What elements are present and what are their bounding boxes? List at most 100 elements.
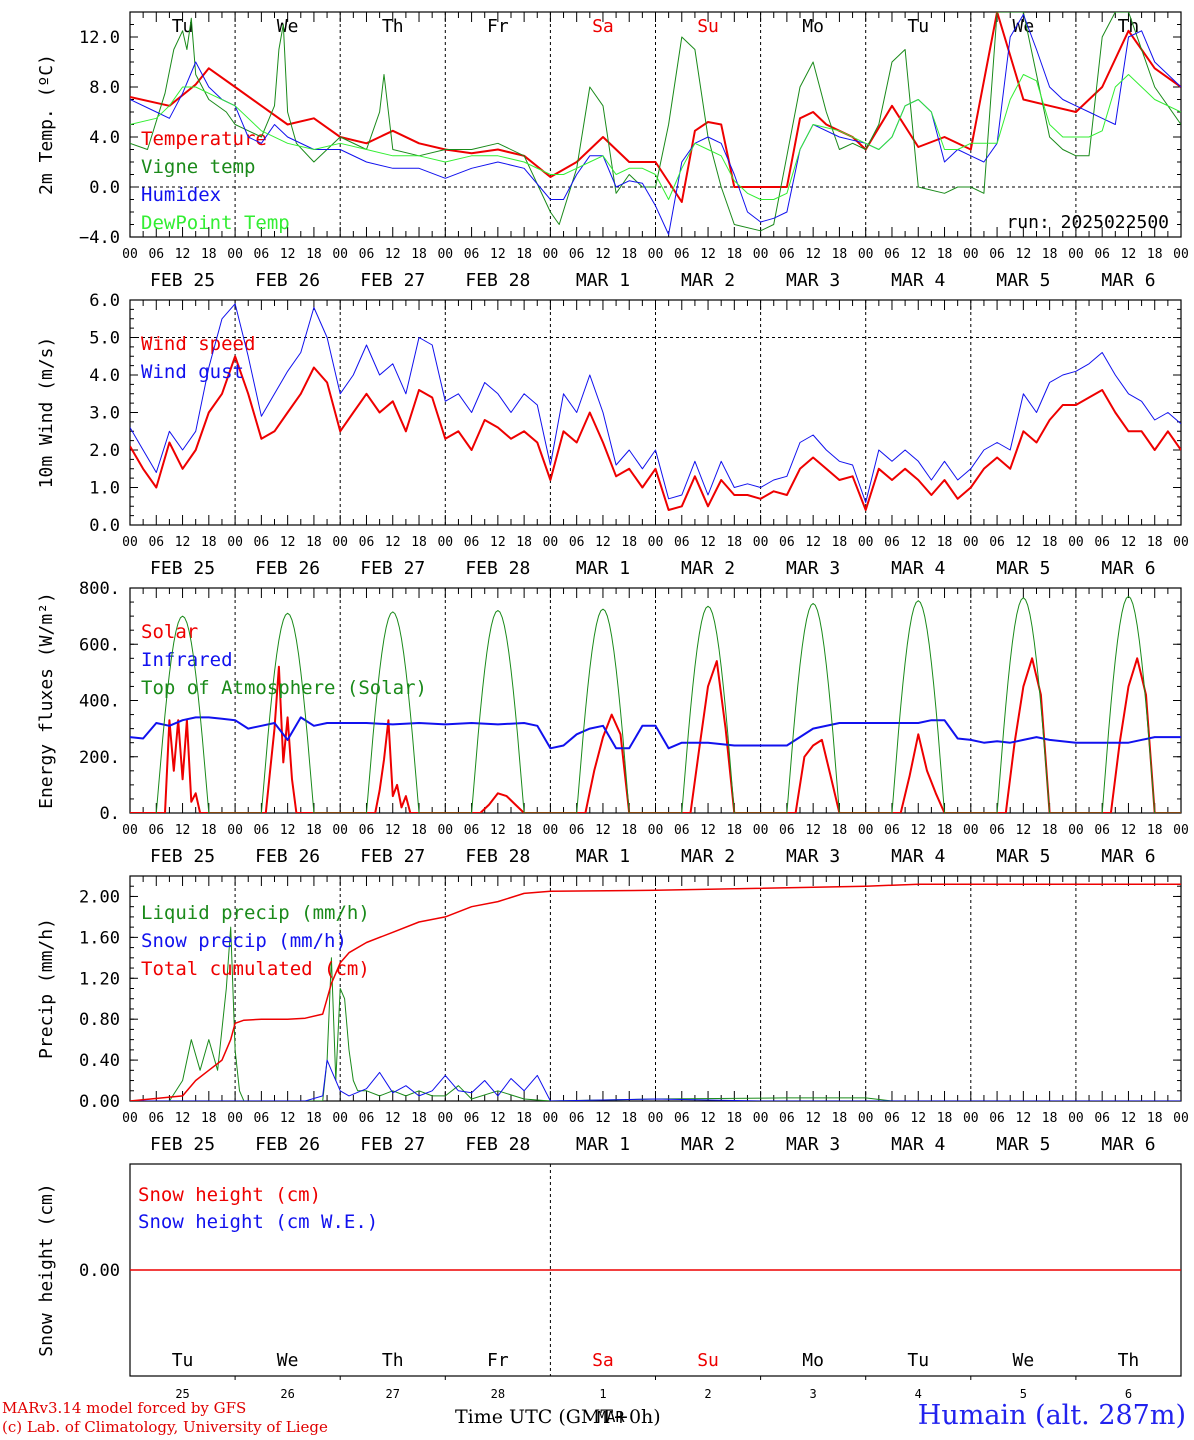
y-tick-label: 8.0 [89, 78, 120, 98]
series-line [155, 595, 1181, 813]
x-hour-label: 00 [437, 1111, 453, 1126]
x-hour-label: 00 [227, 1111, 243, 1126]
x-hour-label: 18 [201, 247, 217, 262]
x-hour-label: 18 [201, 823, 217, 838]
y-tick-label: 1.20 [79, 969, 120, 989]
x-hour-label: 00 [437, 823, 453, 838]
x-hour-label: 00 [543, 535, 559, 550]
x-hour-label: 06 [1094, 535, 1110, 550]
y-tick-label: 2.0 [89, 441, 120, 461]
y-tick-label: 400. [79, 692, 120, 712]
x-hour-label: 18 [937, 535, 953, 550]
x-date-label: MAR 1 [576, 270, 630, 291]
x-hour-label: 12 [385, 823, 401, 838]
day-of-week-label: Su [697, 1350, 719, 1371]
day-of-week-label: Mo [802, 16, 824, 37]
x-hour-label: 18 [937, 823, 953, 838]
x-hour-label: 00 [753, 247, 769, 262]
x-date-label: MAR 4 [891, 558, 945, 579]
y-tick-label: 2.00 [79, 887, 120, 907]
y-axis-label: 10m Wind (m/s) [36, 337, 57, 489]
x-hour-label: 12 [1016, 1111, 1032, 1126]
x-hour-label: 00 [437, 535, 453, 550]
x-hour-label: 06 [884, 247, 900, 262]
x-hour-label: 00 [122, 1111, 138, 1126]
legend-entry: Temperature [141, 128, 267, 150]
x-hour-label: 18 [726, 535, 742, 550]
x-date-label: FEB 28 [465, 270, 530, 291]
y-tick-label: 600. [79, 635, 120, 655]
x-hour-label: 18 [411, 247, 427, 262]
model-credit: MARv3.14 model forced by GFS (c) Lab. of… [2, 1399, 328, 1437]
x-hour-label: 00 [227, 247, 243, 262]
x-hour-label: 06 [148, 1111, 164, 1126]
x-hour-label: 00 [227, 535, 243, 550]
x-hour-label: 18 [726, 247, 742, 262]
y-tick-label: 4.0 [89, 366, 120, 386]
x-hour-label: 12 [1121, 1111, 1137, 1126]
x-hour-label: 18 [726, 823, 742, 838]
x-date-label: MAR 2 [681, 1134, 735, 1155]
y-tick-label: 0.0 [89, 516, 120, 536]
series-line [130, 355, 1181, 511]
x-date-label: MAR 1 [576, 1134, 630, 1155]
x-hour-label: 12 [1121, 535, 1137, 550]
x-hour-label: 00 [648, 823, 664, 838]
x-hour-label: 06 [148, 535, 164, 550]
x-hour-label: 12 [595, 247, 611, 262]
x-day-number: 25 [175, 1387, 189, 1401]
x-hour-label: 12 [1121, 247, 1137, 262]
x-hour-label: 12 [1016, 823, 1032, 838]
x-hour-label: 12 [490, 535, 506, 550]
y-tick-label: 0.80 [79, 1010, 120, 1030]
x-hour-label: 12 [490, 1111, 506, 1126]
x-hour-label: 06 [884, 1111, 900, 1126]
x-hour-label: 00 [753, 1111, 769, 1126]
day-of-week-label: We [1013, 1350, 1035, 1371]
x-hour-label: 18 [516, 247, 532, 262]
x-hour-label: 06 [148, 247, 164, 262]
x-hour-label: 18 [306, 1111, 322, 1126]
x-hour-label: 00 [1068, 823, 1084, 838]
x-hour-label: 00 [1173, 535, 1189, 550]
x-date-label: MAR 5 [996, 846, 1050, 867]
x-hour-label: 06 [569, 535, 585, 550]
day-of-week-label: Sa [592, 1350, 614, 1371]
x-date-label: FEB 25 [150, 558, 215, 579]
legend-entry: Snow height (cm) [138, 1184, 321, 1206]
x-hour-label: 00 [122, 823, 138, 838]
day-of-week-label: Tu [172, 16, 194, 37]
x-hour-label: 00 [543, 247, 559, 262]
x-hour-label: 00 [858, 247, 874, 262]
x-hour-label: 18 [516, 1111, 532, 1126]
x-hour-label: 06 [1094, 247, 1110, 262]
x-hour-label: 06 [569, 1111, 585, 1126]
x-hour-label: 00 [858, 1111, 874, 1126]
x-hour-label: 00 [963, 535, 979, 550]
x-hour-label: 18 [621, 535, 637, 550]
x-date-label: MAR 5 [996, 270, 1050, 291]
x-date-label: MAR 5 [996, 1134, 1050, 1155]
x-hour-label: 06 [779, 1111, 795, 1126]
x-day-number: 4 [915, 1387, 922, 1401]
x-hour-label: 06 [1094, 1111, 1110, 1126]
x-day-number: 2 [704, 1387, 711, 1401]
x-hour-label: 00 [1068, 535, 1084, 550]
legend-entry: Liquid precip (mm/h) [141, 902, 370, 924]
x-hour-label: 18 [832, 823, 848, 838]
x-hour-label: 12 [175, 535, 191, 550]
x-date-label: FEB 27 [360, 270, 425, 291]
x-hour-label: 12 [910, 823, 926, 838]
y-tick-label: 0.0 [89, 178, 120, 198]
x-day-number: 6 [1125, 1387, 1132, 1401]
x-hour-label: 06 [1094, 823, 1110, 838]
x-hour-label: 12 [700, 823, 716, 838]
legend-entry: Total cumulated (cm) [141, 958, 370, 980]
series-line [130, 12, 1181, 232]
x-hour-label: 06 [779, 535, 795, 550]
y-tick-label: −4.0 [79, 228, 120, 248]
x-hour-label: 06 [464, 535, 480, 550]
y-tick-label: 1.60 [79, 928, 120, 948]
x-hour-label: 18 [201, 1111, 217, 1126]
x-hour-label: 12 [280, 823, 296, 838]
